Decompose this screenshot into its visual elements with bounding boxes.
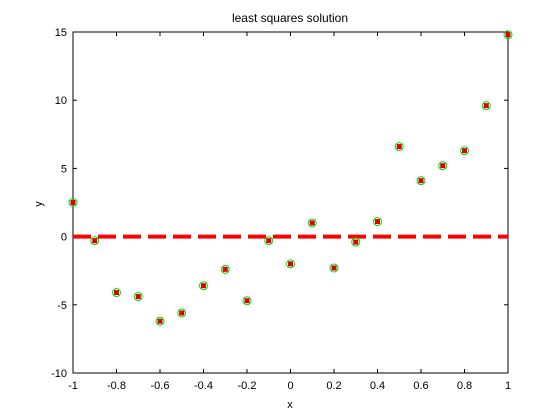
x-tick-label: -1 — [68, 380, 78, 392]
x-tick-label: 0 — [287, 380, 293, 392]
data-point-circle — [307, 218, 317, 228]
y-tick-label: 15 — [55, 27, 67, 39]
data-point-circle — [351, 237, 361, 247]
data-point-circle — [503, 30, 513, 40]
data-point-circle — [481, 101, 491, 111]
data-point-circle — [460, 146, 469, 156]
data-point-circle — [199, 281, 208, 291]
data-point-square — [266, 238, 272, 244]
data-point-circle — [242, 296, 252, 306]
y-tick-label: -5 — [57, 300, 67, 312]
data-point-circle — [133, 292, 143, 302]
data-point-square — [244, 298, 250, 304]
data-point-circle — [112, 288, 121, 298]
data-point-square — [201, 283, 206, 289]
data-point-circle — [286, 259, 295, 269]
x-tick-label: -0.8 — [107, 380, 126, 392]
data-point-square — [462, 148, 467, 154]
data-point-square — [483, 103, 489, 109]
data-point-circle — [155, 316, 165, 326]
y-axis-label: y — [33, 201, 45, 207]
y-tick-label: 0 — [61, 232, 67, 244]
data-point-square — [135, 294, 141, 300]
data-point-square — [396, 144, 402, 150]
plot-area — [72, 31, 509, 374]
data-point-circle — [438, 161, 448, 171]
x-axis-label: x — [287, 399, 293, 411]
x-tick-label: 0.2 — [326, 380, 341, 392]
chart-title: least squares solution — [232, 11, 348, 25]
data-point-square — [440, 163, 446, 169]
data-point-circle — [394, 142, 404, 152]
data-point-circle — [220, 264, 230, 274]
x-tick-label: -0.2 — [238, 380, 257, 392]
x-tick-label: -0.4 — [194, 380, 213, 392]
data-point-square — [375, 219, 380, 225]
data-point-square — [418, 178, 424, 184]
data-point-circle — [373, 217, 382, 227]
data-point-circle — [68, 198, 78, 207]
data-point-square — [505, 32, 511, 38]
data-point-square — [114, 290, 119, 296]
data-point-square — [70, 200, 76, 205]
data-point-circle — [177, 308, 187, 318]
data-point-square — [353, 239, 359, 245]
y-tick-label: 5 — [61, 163, 67, 175]
x-tick-label: 0.4 — [370, 380, 385, 392]
data-point-square — [288, 261, 293, 267]
marker-layer — [68, 30, 513, 326]
data-point-circle — [329, 263, 339, 273]
data-point-square — [92, 238, 98, 244]
data-point-square — [157, 318, 163, 324]
data-point-square — [179, 310, 185, 316]
ticks-layer: -1 -0.8 -0.6 -0.4 -0.2 0 0.2 0.4 0.6 0.8 1 -10 -5 0 5 1… — [51, 27, 511, 392]
data-point-square — [309, 220, 315, 226]
data-point-square — [331, 265, 337, 271]
x-tick-label: -0.6 — [151, 380, 170, 392]
data-point-circle — [416, 176, 426, 186]
data-point-circle — [90, 236, 100, 246]
x-tick-label: 1 — [505, 380, 511, 392]
y-tick-label: 10 — [55, 95, 67, 107]
x-tick-label: 0.6 — [413, 380, 428, 392]
data-point-circle — [264, 236, 274, 246]
data-point-square — [222, 266, 228, 272]
y-tick-label: -10 — [51, 368, 67, 380]
x-tick-label: 0.8 — [457, 380, 472, 392]
